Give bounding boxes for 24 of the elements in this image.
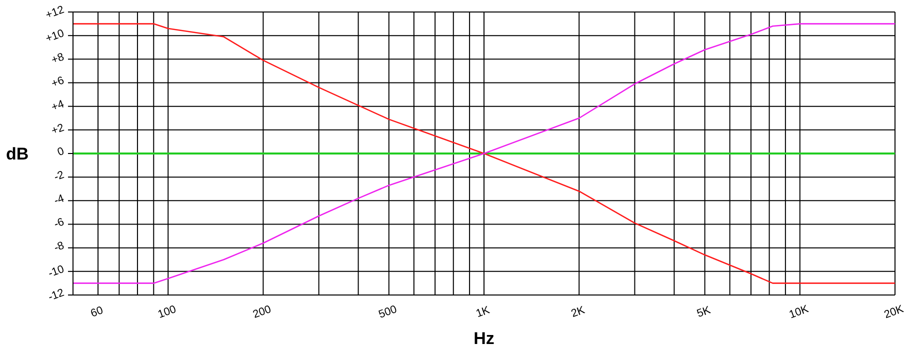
x-tick-label: 2K — [570, 304, 588, 320]
x-tick-label: 10K — [788, 302, 811, 322]
x-tick-label: 500 — [377, 303, 399, 321]
x-axis-title: Hz — [474, 329, 494, 348]
y-tick-label: -10 — [46, 263, 66, 280]
y-tick-label: -6 — [52, 216, 66, 231]
y-tick-label: -2 — [52, 168, 66, 184]
y-tick-label: -8 — [52, 240, 66, 254]
y-axis-title: dB — [6, 144, 29, 164]
y-tick-label: -4 — [52, 192, 66, 208]
x-tick-label: 1K — [474, 304, 492, 320]
x-tick-label: 100 — [156, 303, 178, 321]
x-tick-label: 200 — [251, 303, 273, 321]
y-tick-label: +2 — [50, 122, 66, 138]
y-tick-label: 0 — [56, 145, 66, 159]
y-tick-label: +6 — [50, 74, 66, 90]
y-tick-label: -12 — [46, 286, 66, 304]
y-tick-label: +10 — [44, 27, 66, 46]
x-tick-label: 5K — [695, 304, 713, 320]
y-tick-label: +4 — [50, 98, 66, 114]
y-tick-label: +12 — [44, 4, 66, 22]
x-tick-label: 20K — [882, 302, 904, 322]
x-tick-label: 60 — [89, 304, 105, 320]
y-tick-label: +8 — [50, 51, 66, 67]
